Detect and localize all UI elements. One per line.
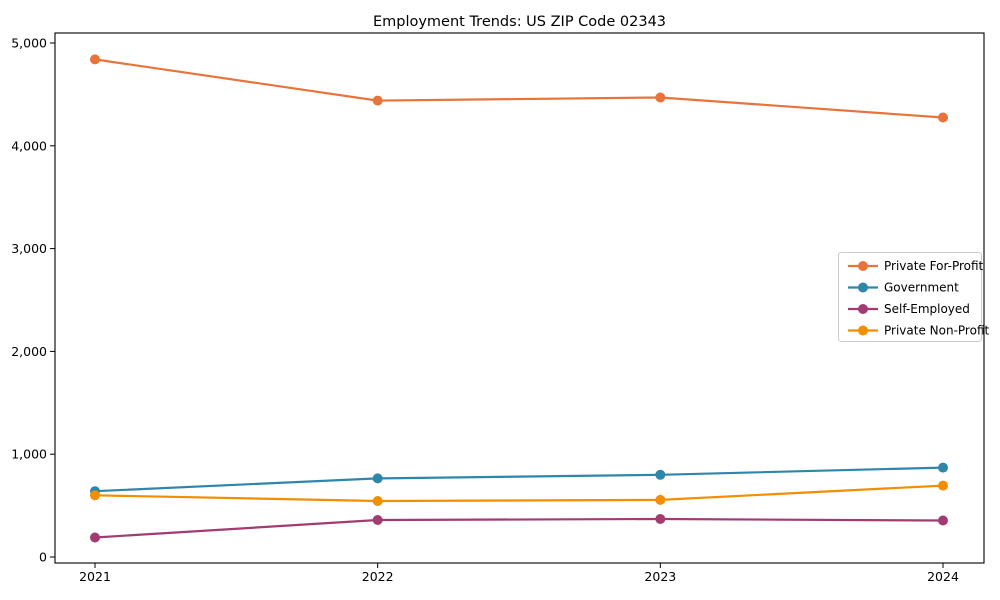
data-point-private-non-profit-2024 (938, 480, 948, 491)
data-point-self-employed-2021 (90, 532, 100, 543)
data-point-private-non-profit-2022 (372, 496, 383, 506)
chart-title: Employment Trends: US ZIP Code 02343 (373, 14, 666, 30)
y-tick-label: 2,000 (11, 344, 47, 359)
data-point-self-employed-2022 (372, 515, 383, 525)
legend-marker-icon-private-non-profit (858, 325, 868, 336)
data-point-self-employed-2024 (938, 515, 948, 526)
series-line-private-non-profit (94, 484, 944, 503)
x-tick-label: 2021 (79, 569, 111, 584)
data-point-government-2023 (655, 469, 666, 480)
legend-marker-icon-private-for-profit (858, 261, 868, 271)
data-point-government-2024 (938, 462, 948, 473)
x-tick-label: 2024 (927, 569, 959, 584)
series-line-private-for-profit (94, 58, 944, 119)
series-line-government (94, 466, 944, 493)
data-point-private-non-profit-2021 (90, 490, 100, 501)
legend-item-label-private-for-profit: Private For-Profit (884, 259, 984, 273)
y-tick-label: 1,000 (11, 447, 47, 462)
legend-item-label-private-non-profit: Private Non-Profit (884, 324, 990, 338)
legend-marker-icon-self-employed (858, 304, 868, 314)
y-tick-label: 3,000 (11, 241, 47, 256)
data-point-private-for-profit-2022 (372, 95, 383, 106)
data-point-government-2022 (372, 473, 383, 484)
legend-item-label-government: Government (884, 281, 959, 295)
y-tick-label: 0 (39, 550, 47, 565)
legend-item-label-self-employed: Self-Employed (884, 302, 970, 316)
data-point-private-non-profit-2023 (655, 494, 666, 505)
y-tick-label: 4,000 (11, 138, 47, 153)
legend-box (838, 252, 982, 342)
data-point-private-for-profit-2024 (938, 112, 948, 123)
data-point-private-for-profit-2023 (655, 92, 666, 103)
y-tick-label: 5,000 (11, 36, 47, 51)
data-point-private-for-profit-2021 (90, 54, 100, 65)
plot-area-border (54, 32, 985, 564)
x-tick-label: 2023 (644, 569, 676, 584)
legend-marker-icon-government (858, 282, 868, 293)
data-point-self-employed-2023 (655, 514, 666, 524)
series-line-self-employed (94, 517, 944, 539)
x-tick-label: 2022 (362, 569, 394, 584)
